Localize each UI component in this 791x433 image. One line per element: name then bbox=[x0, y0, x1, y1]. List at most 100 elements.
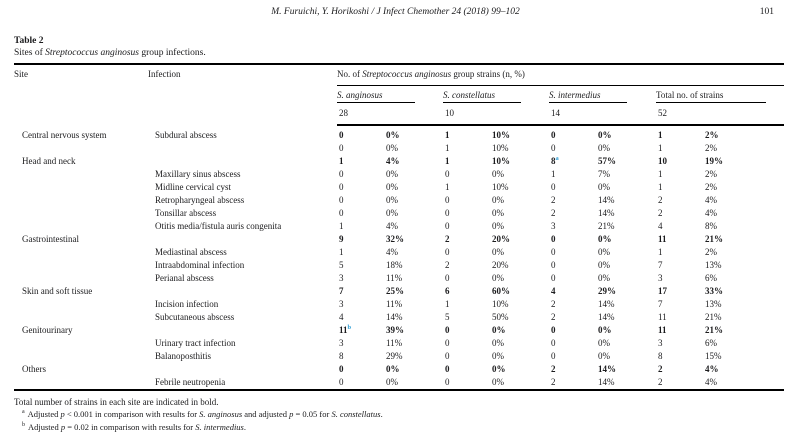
value-cell-n: 3 bbox=[549, 220, 596, 233]
value-cell-pct: 2% bbox=[703, 142, 784, 155]
table-caption-text: Sites of Streptococcus anginosus group i… bbox=[14, 47, 791, 59]
value-cell-n: 11 bbox=[656, 324, 703, 337]
table-row: Gastrointestinal 9 32% 2 20% 0 0% 11 21% bbox=[14, 233, 784, 246]
footnote-marker-b: b bbox=[348, 324, 352, 331]
value-cell-pct: 11% bbox=[384, 337, 443, 350]
value-cell-pct: 14% bbox=[596, 363, 656, 376]
value-cell-n: 0 bbox=[337, 142, 384, 155]
value-cell-n: 4 bbox=[656, 220, 703, 233]
value-cell-n: 0 bbox=[549, 350, 596, 363]
value-cell-pct: 0% bbox=[384, 181, 443, 194]
table-row: Balanoposthitis 8 29% 0 0% 0 0% 8 15% bbox=[14, 350, 784, 363]
site-cell bbox=[14, 311, 148, 324]
value-cell-n: 10 bbox=[656, 155, 703, 168]
value-cell-n: 17 bbox=[656, 285, 703, 298]
value-cell-n: 0 bbox=[549, 324, 596, 337]
site-cell bbox=[14, 207, 148, 220]
value-cell-pct: 21% bbox=[596, 220, 656, 233]
value-cell-pct: 14% bbox=[384, 311, 443, 324]
italic-text: Streptococcus anginosus bbox=[362, 69, 451, 79]
value-cell-pct: 21% bbox=[703, 311, 784, 324]
infection-cell: Subdural abscess bbox=[148, 125, 337, 142]
value-cell-n: 0 bbox=[549, 272, 596, 285]
value-cell-pct: 0% bbox=[490, 207, 549, 220]
total-label: Total no. of strains bbox=[656, 90, 766, 103]
value-cell-n: 0 bbox=[443, 337, 490, 350]
value-cell-n: 0 bbox=[549, 125, 596, 142]
site-cell bbox=[14, 194, 148, 207]
site-cell: Genitourinary bbox=[14, 324, 148, 337]
value-cell-n: 2 bbox=[656, 194, 703, 207]
value-cell-n: 0 bbox=[443, 350, 490, 363]
value-cell-n: 8 bbox=[656, 350, 703, 363]
value-cell-pct: 14% bbox=[596, 194, 656, 207]
infection-cell: Febrile neutropenia bbox=[148, 376, 337, 390]
value-cell-pct: 20% bbox=[490, 233, 549, 246]
value-cell-pct: 0% bbox=[384, 125, 443, 142]
value-cell-pct: 0% bbox=[490, 272, 549, 285]
value-cell-pct: 10% bbox=[490, 155, 549, 168]
value-cell-n: 9 bbox=[337, 233, 384, 246]
value-cell-n: 11 bbox=[656, 311, 703, 324]
site-cell bbox=[14, 181, 148, 194]
value-cell-n: 2 bbox=[656, 376, 703, 390]
value-cell-pct: 25% bbox=[384, 285, 443, 298]
table-row: Tonsillar abscess 0 0% 0 0% 2 14% 2 4% bbox=[14, 207, 784, 220]
value-cell-pct: 0% bbox=[384, 376, 443, 390]
value-cell-n: 8 bbox=[337, 350, 384, 363]
text-segment: Sites of bbox=[14, 48, 45, 58]
table-header: Site Infection No. of Streptococcus angi… bbox=[14, 64, 784, 125]
text-segment: group strains (n, %) bbox=[451, 69, 525, 79]
value-cell-n: 3 bbox=[337, 337, 384, 350]
value-cell-pct: 11% bbox=[384, 272, 443, 285]
site-cell bbox=[14, 376, 148, 390]
text-segment: = 0.05 for bbox=[293, 409, 331, 419]
value-cell-n: 1 bbox=[656, 181, 703, 194]
table-row: 0 0% 1 10% 0 0% 1 2% bbox=[14, 142, 784, 155]
journal-citation: M. Furuichi, Y. Horikoshi / J Infect Che… bbox=[0, 7, 791, 17]
value-cell-pct: 0% bbox=[596, 125, 656, 142]
infection-cell: Intraabdominal infection bbox=[148, 259, 337, 272]
value-cell-pct: 0% bbox=[384, 363, 443, 376]
value-cell-n: 2 bbox=[549, 194, 596, 207]
strain-count-s-anginosus: 28 bbox=[337, 105, 443, 125]
value-cell-n: 0 bbox=[337, 363, 384, 376]
value-cell-pct: 14% bbox=[596, 207, 656, 220]
value-cell-n: 1 bbox=[656, 168, 703, 181]
site-cell bbox=[14, 142, 148, 155]
value-cell-n: 11 bbox=[656, 233, 703, 246]
value-cell-n: 0 bbox=[443, 363, 490, 376]
value-cell-n: 0 bbox=[549, 259, 596, 272]
infection-cell: Maxillary sinus abscess bbox=[148, 168, 337, 181]
value-cell-pct: 0% bbox=[490, 246, 549, 259]
strain-count-total: 52 bbox=[656, 105, 784, 125]
table-caption-label: Table 2 bbox=[14, 35, 791, 47]
footnote-a-marker: a bbox=[22, 409, 25, 415]
site-cell: Central nervous system bbox=[14, 125, 148, 142]
value-cell-n: 2 bbox=[549, 311, 596, 324]
value-cell-pct: 2% bbox=[703, 168, 784, 181]
value-cell-pct: 29% bbox=[384, 350, 443, 363]
text-segment: = 0.02 in comparison with results for bbox=[65, 422, 195, 432]
infection-cell: Urinary tract infection bbox=[148, 337, 337, 350]
value-cell-pct: 0% bbox=[596, 233, 656, 246]
italic-text: S. constellatus bbox=[331, 409, 380, 419]
text-segment: Adjusted bbox=[28, 409, 61, 419]
text-segment: No. of bbox=[337, 69, 362, 79]
site-cell bbox=[14, 298, 148, 311]
site-cell: Others bbox=[14, 363, 148, 376]
table-row: Mediastinal abscess 1 4% 0 0% 0 0% 1 2% bbox=[14, 246, 784, 259]
value-cell-pct: 0% bbox=[384, 168, 443, 181]
value-cell-pct: 11% bbox=[384, 298, 443, 311]
site-cell bbox=[14, 168, 148, 181]
value-cell-n: 1 bbox=[337, 155, 384, 168]
table-row: Midline cervical cyst 0 0% 1 10% 0 0% 1 … bbox=[14, 181, 784, 194]
value-cell-n: 2 bbox=[549, 207, 596, 220]
value-cell-n: 1 bbox=[656, 142, 703, 155]
infection-cell: Subcutaneous abscess bbox=[148, 311, 337, 324]
value-cell-pct: 0% bbox=[490, 324, 549, 337]
value-cell-pct: 0% bbox=[596, 259, 656, 272]
species-label: S. constellatus bbox=[443, 90, 521, 103]
value-cell-n: 0 bbox=[337, 194, 384, 207]
